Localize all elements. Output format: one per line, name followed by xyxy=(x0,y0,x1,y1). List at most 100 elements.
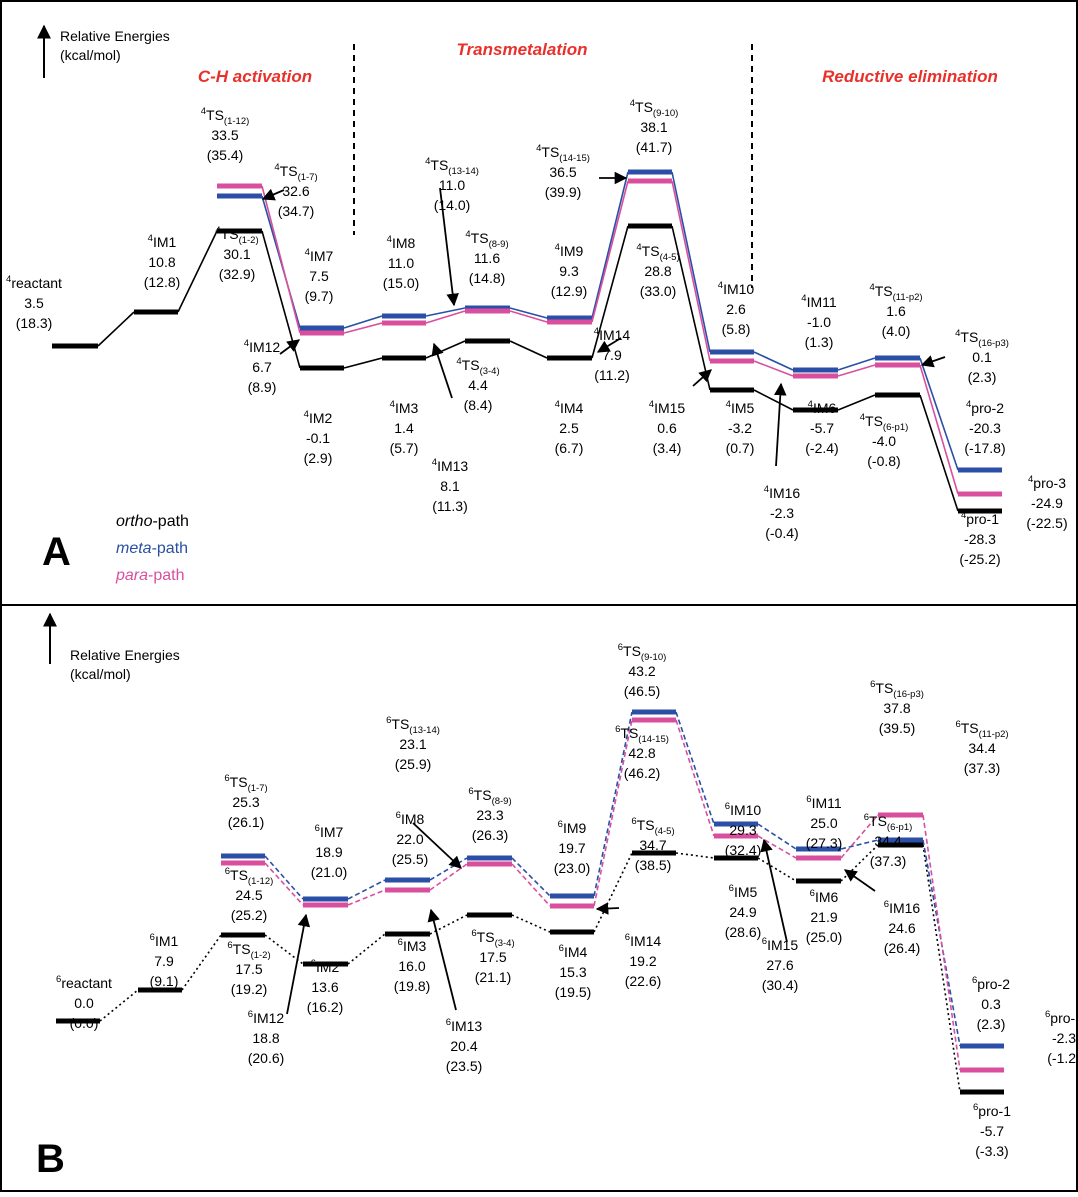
connector-a-para-7 xyxy=(837,364,876,377)
energy-value-a-im1: 10.8 xyxy=(148,254,175,270)
energy-value-a-ts-6-p1: -4.0 xyxy=(872,433,896,449)
state-name-text: TS xyxy=(462,357,480,373)
state-name-a-im12: 4IM12 xyxy=(244,338,281,355)
state-name-text: reactant xyxy=(61,975,112,991)
state-name-a-ts-1-7: 4TS(1-7) xyxy=(274,162,317,183)
state-subscript: (4-5) xyxy=(655,826,675,837)
state-name-b-ts-1-2: 6TS(1-2) xyxy=(227,940,270,961)
state-name-a-ts-1-2: 4TS(1-2) xyxy=(215,225,258,246)
panel-b: Relative Energies (kcal/mol) 6reactant0.… xyxy=(36,612,1078,1181)
state-spin-sup: 6 xyxy=(955,719,960,730)
connector-a-ortho-6 xyxy=(591,225,629,359)
connector-a-meta-4 xyxy=(591,171,629,319)
legend-para-path: para-path xyxy=(115,567,185,584)
state-spin-sup: 6 xyxy=(225,866,230,877)
energy-value-alt-a-im6: (-2.4) xyxy=(805,440,838,456)
connector-b-ortho-7 xyxy=(675,852,715,859)
energy-value-b-im13: 20.4 xyxy=(450,1038,477,1054)
state-name-b-reactant: 6reactant xyxy=(56,974,112,991)
energy-value-alt-a-ts-6-p1: (-0.8) xyxy=(867,453,900,469)
section-transmetalation: Transmetalation xyxy=(456,40,587,59)
state-name-b-ts-1-7: 6TS(1-7) xyxy=(224,773,267,794)
state-spin-sup: 6 xyxy=(248,1009,253,1020)
state-spin-sup: 4 xyxy=(387,234,392,245)
connector-a-ortho-10 xyxy=(919,394,959,512)
state-name-text: IM11 xyxy=(812,795,842,811)
connector-b-meta-4 xyxy=(593,711,633,897)
energy-value-alt-b-ts-1-7: (26.1) xyxy=(228,814,265,830)
pointer-arrow-a-8 xyxy=(920,355,946,368)
pointer-arrow-a-0 xyxy=(261,188,285,201)
pointer-arrow-b-3 xyxy=(595,902,620,915)
state-name-text: IM3 xyxy=(403,938,427,954)
connectors-a xyxy=(97,171,959,512)
state-name-b-ts-9-10: 6TS(9-10) xyxy=(618,642,667,663)
section-ch-activation: C-H activation xyxy=(198,67,312,86)
state-subscript: (9-10) xyxy=(641,652,666,663)
state-subscript: (9-10) xyxy=(653,108,678,119)
connector-b-ortho-0 xyxy=(99,989,139,1022)
legend-italic: ortho xyxy=(116,513,153,530)
energy-value-alt-a-im4: (6.7) xyxy=(555,440,584,456)
state-spin-sup: 6 xyxy=(56,974,61,985)
state-subscript: (8-9) xyxy=(492,796,512,807)
energy-value-alt-b-pro-2: (2.3) xyxy=(977,1016,1006,1032)
energy-value-b-ts-6-p1: 34.4 xyxy=(874,833,901,849)
state-subscript: (1-12) xyxy=(224,116,249,127)
state-name-text: TS xyxy=(961,720,979,736)
state-spin-sup: 6 xyxy=(446,1017,451,1028)
state-subscript: (6-p1) xyxy=(887,822,912,833)
state-name-text: TS xyxy=(471,230,489,246)
energy-value-alt-b-ts-1-2: (19.2) xyxy=(231,981,268,997)
connector-b-meta-6 xyxy=(757,823,797,850)
state-spin-sup: 6 xyxy=(870,679,875,690)
pointer-arrow-b-5 xyxy=(843,869,876,892)
connector-a-meta-5 xyxy=(671,171,711,353)
state-name-a-im8: 4IM8 xyxy=(387,234,416,251)
energy-value-alt-b-im6: (25.0) xyxy=(806,929,843,945)
connector-a-para-2 xyxy=(425,310,466,324)
state-spin-sup: 6 xyxy=(729,883,734,894)
state-spin-sup: 6 xyxy=(884,899,889,910)
energy-value-alt-b-im2: (16.2) xyxy=(307,999,344,1015)
state-name-text: IM2 xyxy=(309,410,333,426)
state-spin-sup: 4 xyxy=(555,399,560,410)
state-name-a-im9: 4IM9 xyxy=(555,242,584,259)
state-name-b-im7: 6IM7 xyxy=(315,823,344,840)
energy-value-alt-b-pro-3: (-1.2) xyxy=(1047,1050,1078,1066)
energy-value-alt-a-im16: (-0.4) xyxy=(765,525,798,541)
state-spin-sup: 4 xyxy=(304,409,309,420)
state-name-text: IM15 xyxy=(767,937,798,953)
state-name-a-ts-3-4: 4TS(3-4) xyxy=(456,356,499,377)
state-name-b-im6: 6IM6 xyxy=(810,888,839,905)
energy-value-alt-b-ts-4-5: (38.5) xyxy=(635,857,672,873)
connector-a-ortho-9 xyxy=(837,394,876,411)
state-name-b-im12: 6IM12 xyxy=(248,1009,285,1026)
panel-letter-b: B xyxy=(36,1137,65,1181)
state-name-text: TS xyxy=(474,787,492,803)
state-name-a-im11: 4IM11 xyxy=(801,293,837,310)
energy-value-alt-a-ts-1-12: (35.4) xyxy=(207,147,244,163)
state-spin-sup: 4 xyxy=(961,510,966,521)
state-spin-sup: 4 xyxy=(536,143,541,154)
connector-a-para-4 xyxy=(591,180,629,323)
state-spin-sup: 4 xyxy=(630,98,635,109)
connector-b-ortho-9 xyxy=(840,844,879,882)
energy-value-b-ts-8-9: 23.3 xyxy=(476,807,503,823)
state-name-b-ts-6-p1: 6TS(6-p1) xyxy=(864,812,913,833)
state-name-b-ts-3-4: 6TS(3-4) xyxy=(471,928,514,949)
connector-b-ortho-10 xyxy=(922,844,961,1093)
energy-value-a-im13: 8.1 xyxy=(440,478,460,494)
state-name-a-ts-13-14: 4TS(13-14) xyxy=(425,156,479,177)
state-name-a-ts-16-p3: 4TS(16-p3) xyxy=(955,328,1009,349)
state-spin-sup: 4 xyxy=(148,233,153,244)
energy-value-a-im15: 0.6 xyxy=(657,420,677,436)
energy-value-alt-b-im9: (23.0) xyxy=(554,860,591,876)
connector-b-ortho-1 xyxy=(181,934,222,991)
state-spin-sup: 6 xyxy=(973,1102,978,1113)
state-name-b-pro-1: 6pro-1 xyxy=(973,1102,1011,1119)
state-name-b-im5: 6IM5 xyxy=(729,883,758,900)
energy-value-alt-b-im3: (19.8) xyxy=(394,978,431,994)
